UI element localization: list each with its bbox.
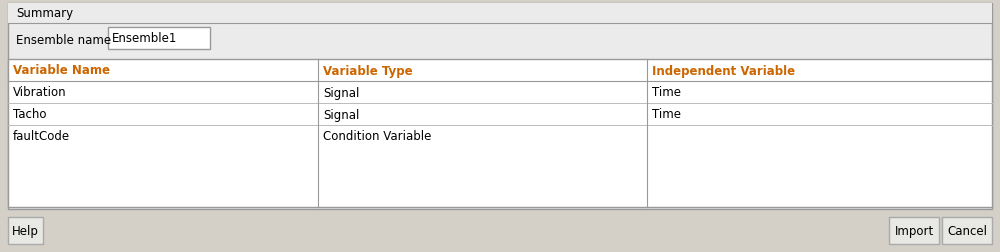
Text: Independent Variable: Independent Variable	[652, 64, 795, 77]
Text: Condition Variable: Condition Variable	[323, 130, 431, 143]
Text: Ensemble name: Ensemble name	[16, 33, 111, 46]
Text: Summary: Summary	[16, 8, 73, 20]
Text: Tacho: Tacho	[13, 108, 46, 121]
Bar	[8, 60, 992, 207]
Text: Ensemble1: Ensemble1	[112, 32, 177, 45]
Bar	[8, 4, 992, 24]
Text: faultCode: faultCode	[13, 130, 70, 143]
Text: Variable Name: Variable Name	[13, 64, 110, 77]
Text: Help: Help	[12, 224, 39, 237]
Text: Signal: Signal	[323, 108, 359, 121]
Text: Signal: Signal	[323, 86, 359, 99]
Bar	[942, 217, 992, 244]
Bar	[108, 28, 210, 50]
Text: Cancel: Cancel	[947, 224, 987, 237]
Text: Import: Import	[894, 224, 934, 237]
Bar	[8, 217, 43, 244]
Bar	[8, 4, 992, 209]
Text: Variable Type: Variable Type	[323, 64, 413, 77]
Text: Vibration: Vibration	[13, 86, 67, 99]
Bar	[889, 217, 939, 244]
Text: Time: Time	[652, 108, 681, 121]
Text: Time: Time	[652, 86, 681, 99]
